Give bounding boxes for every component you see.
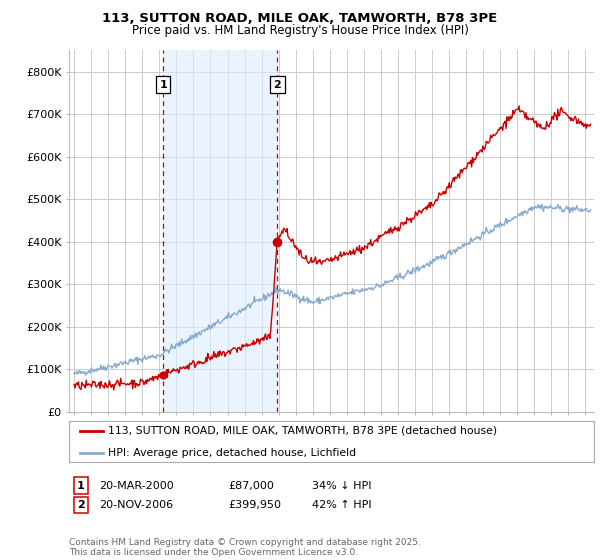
Bar (163, 50, 277, 412)
Text: 2: 2 (274, 80, 281, 90)
Text: 20-MAR-2000: 20-MAR-2000 (99, 480, 174, 491)
Text: 1: 1 (77, 480, 85, 491)
Text: 42% ↑ HPI: 42% ↑ HPI (312, 500, 371, 510)
Text: Contains HM Land Registry data © Crown copyright and database right 2025.
This d: Contains HM Land Registry data © Crown c… (69, 538, 421, 557)
Text: 20-NOV-2006: 20-NOV-2006 (99, 500, 173, 510)
Text: 113, SUTTON ROAD, MILE OAK, TAMWORTH, B78 3PE (detached house): 113, SUTTON ROAD, MILE OAK, TAMWORTH, B7… (109, 426, 497, 436)
Text: 113, SUTTON ROAD, MILE OAK, TAMWORTH, B78 3PE: 113, SUTTON ROAD, MILE OAK, TAMWORTH, B7… (103, 12, 497, 25)
Text: HPI: Average price, detached house, Lichfield: HPI: Average price, detached house, Lich… (109, 447, 356, 458)
Text: £399,950: £399,950 (228, 500, 281, 510)
Text: £87,000: £87,000 (228, 480, 274, 491)
Text: 34% ↓ HPI: 34% ↓ HPI (312, 480, 371, 491)
Text: 1: 1 (159, 80, 167, 90)
Text: 2: 2 (77, 500, 85, 510)
Text: Price paid vs. HM Land Registry's House Price Index (HPI): Price paid vs. HM Land Registry's House … (131, 24, 469, 36)
